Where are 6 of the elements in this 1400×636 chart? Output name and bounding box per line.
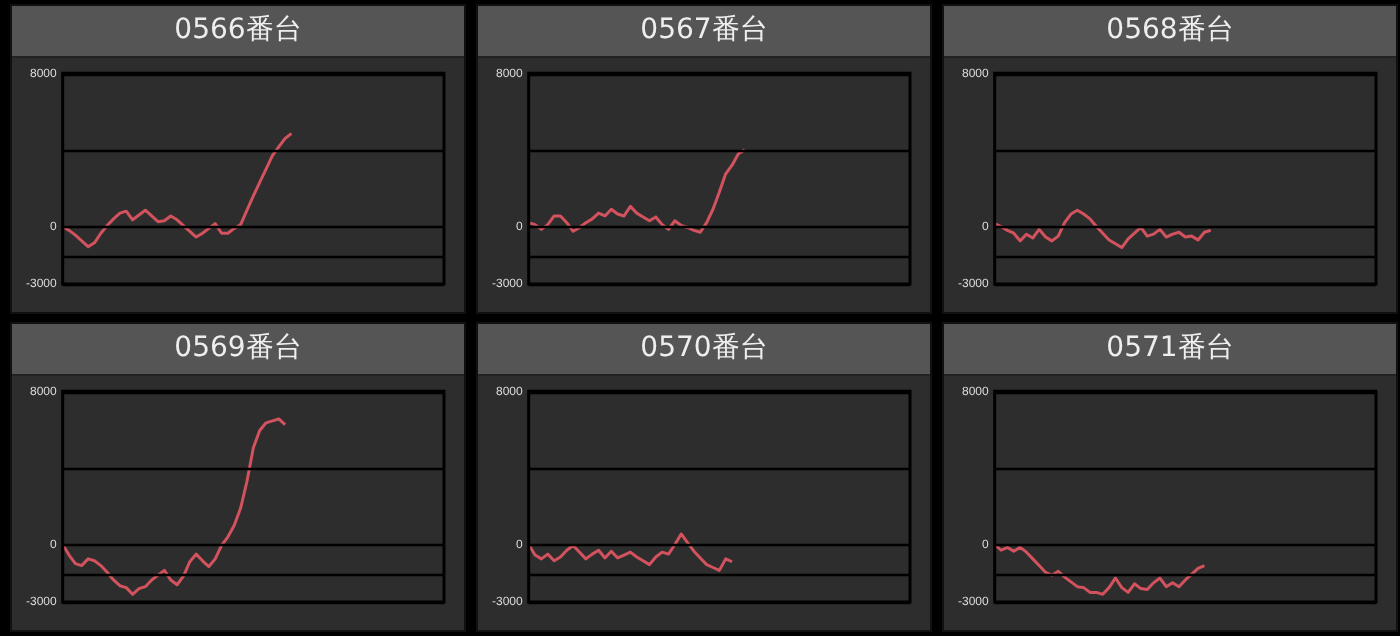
chart-title: 0568番台 (944, 6, 1396, 58)
chart-title: 0570番台 (478, 324, 930, 376)
chart-title: 0566番台 (12, 6, 464, 58)
chart-title: 0569番台 (12, 324, 464, 376)
chart-title: 0567番台 (478, 6, 930, 58)
chart-title: 0571番台 (944, 324, 1396, 376)
